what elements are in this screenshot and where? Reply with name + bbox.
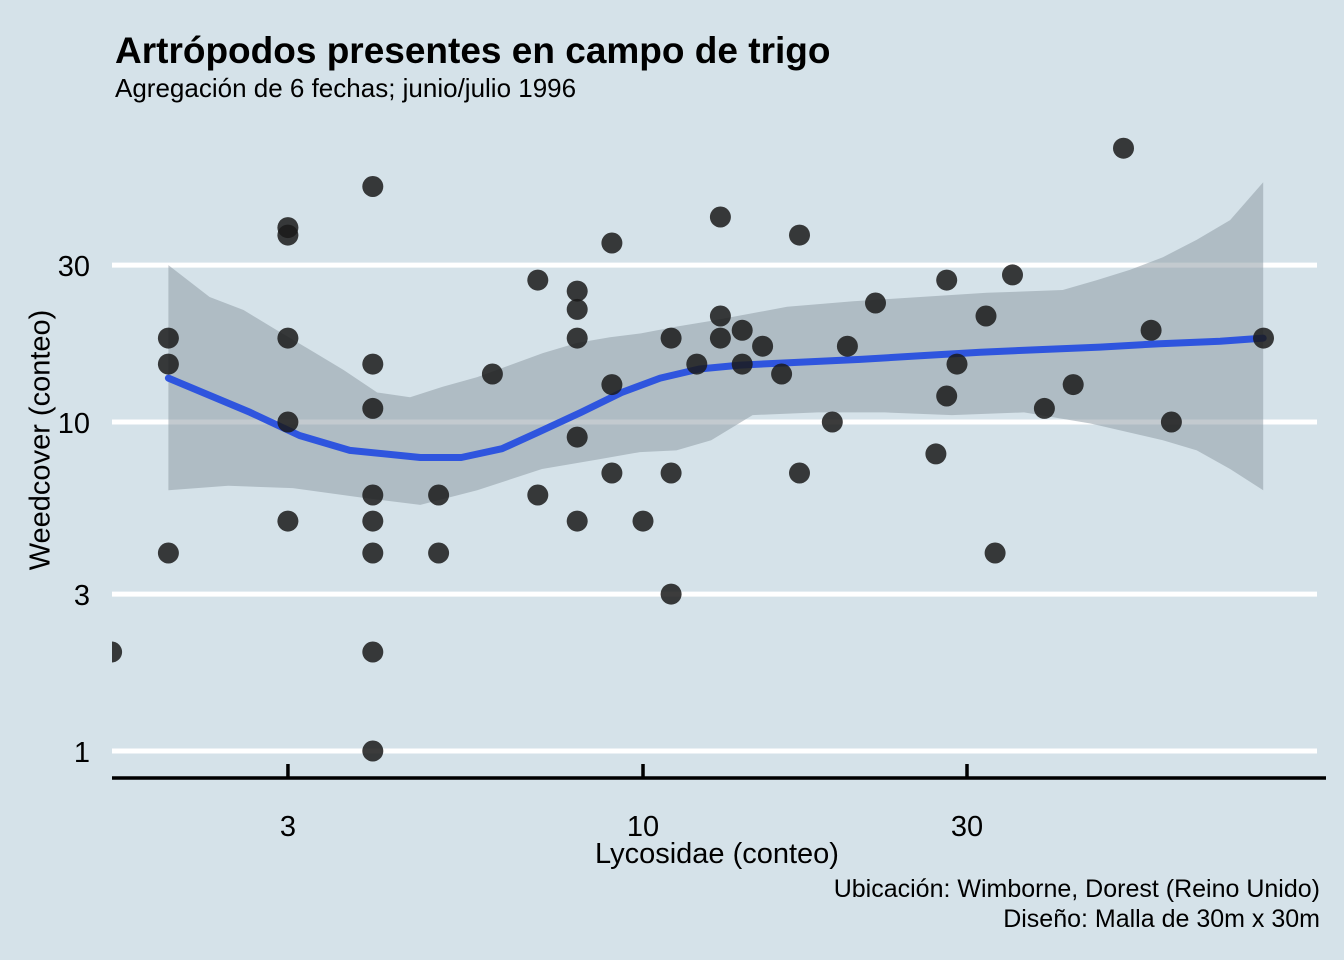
data-point bbox=[752, 335, 774, 357]
data-point bbox=[157, 327, 179, 349]
data-point bbox=[660, 583, 682, 605]
data-point bbox=[566, 426, 588, 448]
data-point bbox=[836, 335, 858, 357]
data-point bbox=[481, 363, 503, 385]
data-point bbox=[566, 327, 588, 349]
data-point bbox=[984, 542, 1006, 564]
data-point bbox=[936, 269, 958, 291]
data-point bbox=[277, 327, 299, 349]
data-point bbox=[632, 510, 654, 532]
x-axis-title: Lycosidae (conteo) bbox=[0, 838, 1344, 871]
data-point bbox=[709, 305, 731, 327]
data-point bbox=[821, 411, 843, 433]
data-point bbox=[789, 462, 810, 484]
data-point bbox=[566, 510, 588, 532]
data-point bbox=[566, 298, 588, 320]
x-tick-label-30: 30 bbox=[951, 811, 983, 843]
data-point bbox=[428, 484, 450, 506]
data-point bbox=[157, 542, 179, 564]
data-point bbox=[709, 327, 731, 349]
plot-title: Artrópodos presentes en campo de trigo bbox=[115, 30, 831, 71]
x-tick-label-3: 3 bbox=[280, 811, 296, 843]
data-point bbox=[1140, 319, 1162, 341]
data-point bbox=[1160, 411, 1182, 433]
data-point bbox=[566, 280, 588, 302]
y-tick-label-30: 30 bbox=[58, 251, 90, 283]
data-point bbox=[925, 443, 947, 465]
data-point bbox=[428, 542, 450, 564]
data-point bbox=[601, 374, 623, 396]
data-point bbox=[362, 510, 384, 532]
data-points-group bbox=[112, 137, 1274, 762]
data-point bbox=[277, 411, 299, 433]
data-point bbox=[1113, 137, 1134, 159]
data-point bbox=[731, 319, 753, 341]
data-point bbox=[112, 641, 123, 663]
y-tick-label-10: 10 bbox=[58, 408, 90, 440]
data-point bbox=[660, 462, 682, 484]
data-point bbox=[660, 327, 682, 349]
loess-smooth-line bbox=[164, 334, 1267, 461]
data-point bbox=[946, 353, 968, 375]
caption-design: Diseño: Malla de 30m x 30m bbox=[1003, 905, 1320, 933]
data-point bbox=[601, 462, 623, 484]
data-point bbox=[362, 484, 384, 506]
y-axis-title: Weedcover (conteo) bbox=[24, 309, 57, 571]
data-point bbox=[157, 353, 179, 375]
data-point bbox=[362, 353, 384, 375]
y-tick-label-1: 1 bbox=[74, 737, 90, 769]
data-point bbox=[601, 232, 623, 254]
data-point bbox=[362, 176, 384, 197]
caption-location: Ubicación: Wimborne, Dorest (Reino Unido… bbox=[833, 875, 1320, 903]
data-point bbox=[789, 224, 810, 246]
plot-caption: Ubicación: Wimborne, Dorest (Reino Unido… bbox=[834, 874, 1320, 934]
plot-subtitle: Agregación de 6 fechas; junio/julio 1996 bbox=[115, 73, 577, 103]
data-point bbox=[362, 740, 384, 762]
x-axis-title-text: Lycosidae (conteo) bbox=[595, 838, 839, 870]
data-point bbox=[865, 292, 886, 314]
data-point bbox=[936, 385, 958, 407]
data-point bbox=[1253, 327, 1274, 349]
data-point bbox=[686, 353, 708, 375]
data-point bbox=[362, 641, 384, 663]
x-tick-label-10: 10 bbox=[627, 811, 659, 843]
data-point bbox=[527, 269, 549, 291]
data-point bbox=[709, 206, 731, 228]
data-point bbox=[362, 542, 384, 564]
data-point bbox=[1033, 397, 1055, 419]
data-point bbox=[771, 363, 793, 385]
data-point bbox=[527, 484, 549, 506]
y-tick-label-3: 3 bbox=[74, 580, 90, 612]
data-point bbox=[731, 353, 753, 375]
data-point bbox=[277, 510, 299, 532]
data-point bbox=[362, 397, 384, 419]
data-point bbox=[975, 305, 997, 327]
data-point bbox=[1062, 374, 1084, 396]
data-point bbox=[277, 224, 299, 246]
data-point bbox=[1002, 264, 1023, 286]
